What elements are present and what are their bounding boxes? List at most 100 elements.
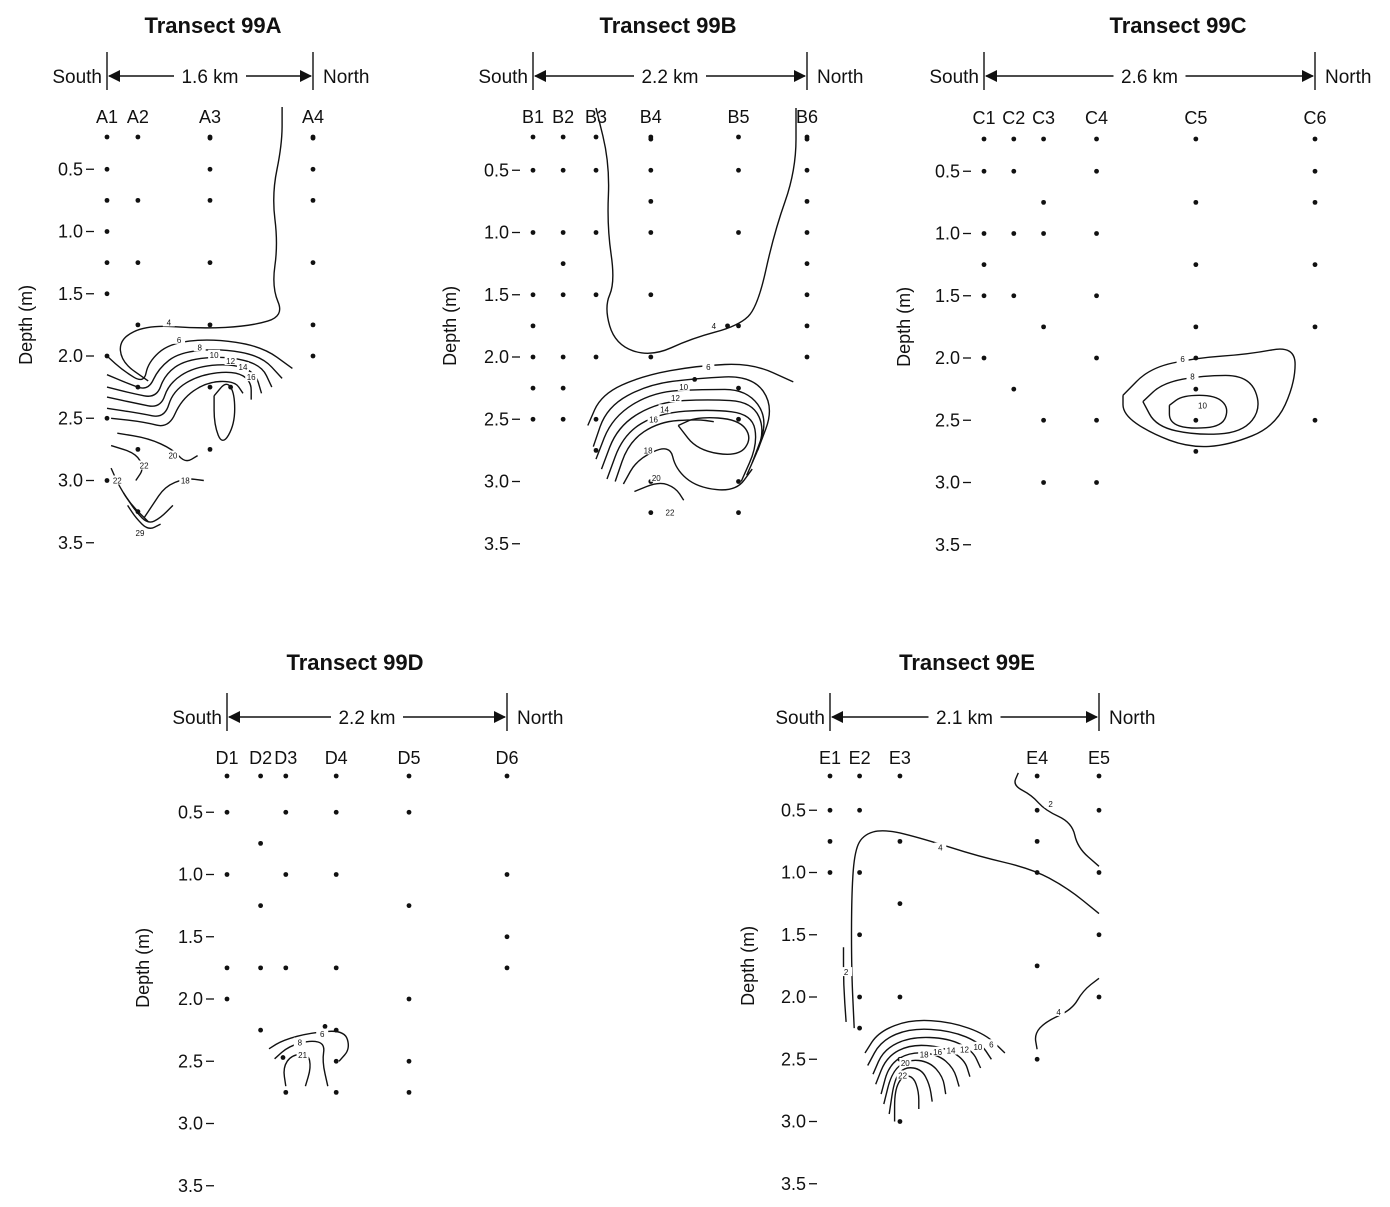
contour-line [595,107,797,354]
sample-point [224,773,230,779]
sample-point [258,903,263,909]
contour-label-background [111,475,124,485]
depth-tick-label: 2.0 [58,346,83,366]
sample-point [1094,231,1099,236]
sample-point [1094,417,1099,423]
north-label: North [1325,67,1371,88]
contour-label-background [224,355,237,365]
sample-point [804,354,810,360]
sample-point [981,293,987,299]
contour-label-background [702,361,715,371]
sample-point [593,167,599,173]
contour-line [1168,394,1228,429]
station-label: E4 [1026,748,1048,768]
distance-label: 1.6 km [181,67,238,88]
sample-point [827,773,833,779]
depth-tick-label: 1.0 [781,863,806,883]
sample-point [530,134,536,140]
sample-point [406,1058,412,1064]
contour-label: 8 [298,1039,303,1048]
contour-line [110,467,149,523]
sample-point [283,809,289,815]
sample-point [560,167,566,173]
sample-point [406,809,412,815]
station-label: D3 [274,748,297,768]
sample-point [827,870,833,875]
contour-label: 18 [644,446,653,455]
sample-point [104,478,110,483]
arrowhead-right [1302,70,1314,82]
sample-point [333,773,339,779]
contour-label: 10 [1198,401,1207,410]
north-label: North [817,67,863,88]
sample-point [135,322,141,328]
sample-point [804,230,810,235]
depth-tick-label: 1.0 [935,224,960,244]
sample-point [804,167,810,173]
arrowhead-left [534,70,546,82]
sample-point [104,260,110,266]
station-label: D4 [325,748,348,768]
contour-label: 16 [649,415,658,424]
sample-point [1041,324,1046,330]
sample-point [207,197,213,203]
contour-label: 4 [712,322,717,331]
south-label: South [52,67,102,88]
sample-point [310,166,316,172]
sample-point [736,385,741,391]
contour-label: 10 [973,1043,982,1052]
station-label: D1 [215,748,238,768]
station-label: C1 [972,108,995,128]
sample-point [310,197,316,203]
contour-line [283,1053,311,1087]
sample-point [1011,386,1017,392]
sample-point [406,1089,412,1095]
sample-point [406,773,412,779]
contour-line [850,830,1100,1029]
contour-line [106,349,283,389]
contour-label-background [293,1037,306,1047]
station-label: D2 [249,748,272,768]
depth-tick-label: 1.5 [781,925,806,945]
arrowhead-left [985,70,997,82]
depth-tick-label: 3.0 [935,473,960,493]
contour-line [106,371,252,417]
sample-point [224,809,230,815]
contour-label: 8 [197,343,202,352]
depth-tick-label: 3.5 [484,534,509,554]
sample-point [135,446,141,452]
depth-tick-label: 0.5 [781,800,806,820]
sample-point [224,965,230,971]
depth-tick-label: 3.0 [178,1114,203,1134]
contour-label-background [931,1046,944,1056]
sample-point [1312,324,1318,330]
contour-label: 12 [226,357,235,366]
sample-point [593,292,599,298]
contour-line [1034,977,1100,1050]
sample-point [258,773,263,779]
sample-point [827,838,833,844]
sample-point [333,1058,339,1064]
sample-point [104,229,110,234]
station-label: A3 [199,107,221,127]
sample-point [897,838,903,844]
contour-line [127,505,161,529]
depth-tick-label: 2.5 [178,1051,203,1071]
sample-point [1193,417,1199,423]
contour-label: 20 [652,474,661,483]
distance-label: 2.2 km [641,67,698,88]
sample-point [648,510,654,516]
contour-label-background [707,320,720,330]
sample-point [258,840,263,846]
sample-point [560,292,566,298]
depth-tick-label: 1.0 [178,865,203,885]
distance-label: 2.1 km [936,708,993,729]
depth-tick-label: 0.5 [178,802,203,822]
sample-point [857,773,862,779]
sample-point [504,872,510,877]
north-label: North [1109,708,1155,729]
contour-label: 20 [168,452,177,461]
contour-line [122,492,174,523]
contour-line [842,947,847,1022]
sample-point [224,996,230,1002]
